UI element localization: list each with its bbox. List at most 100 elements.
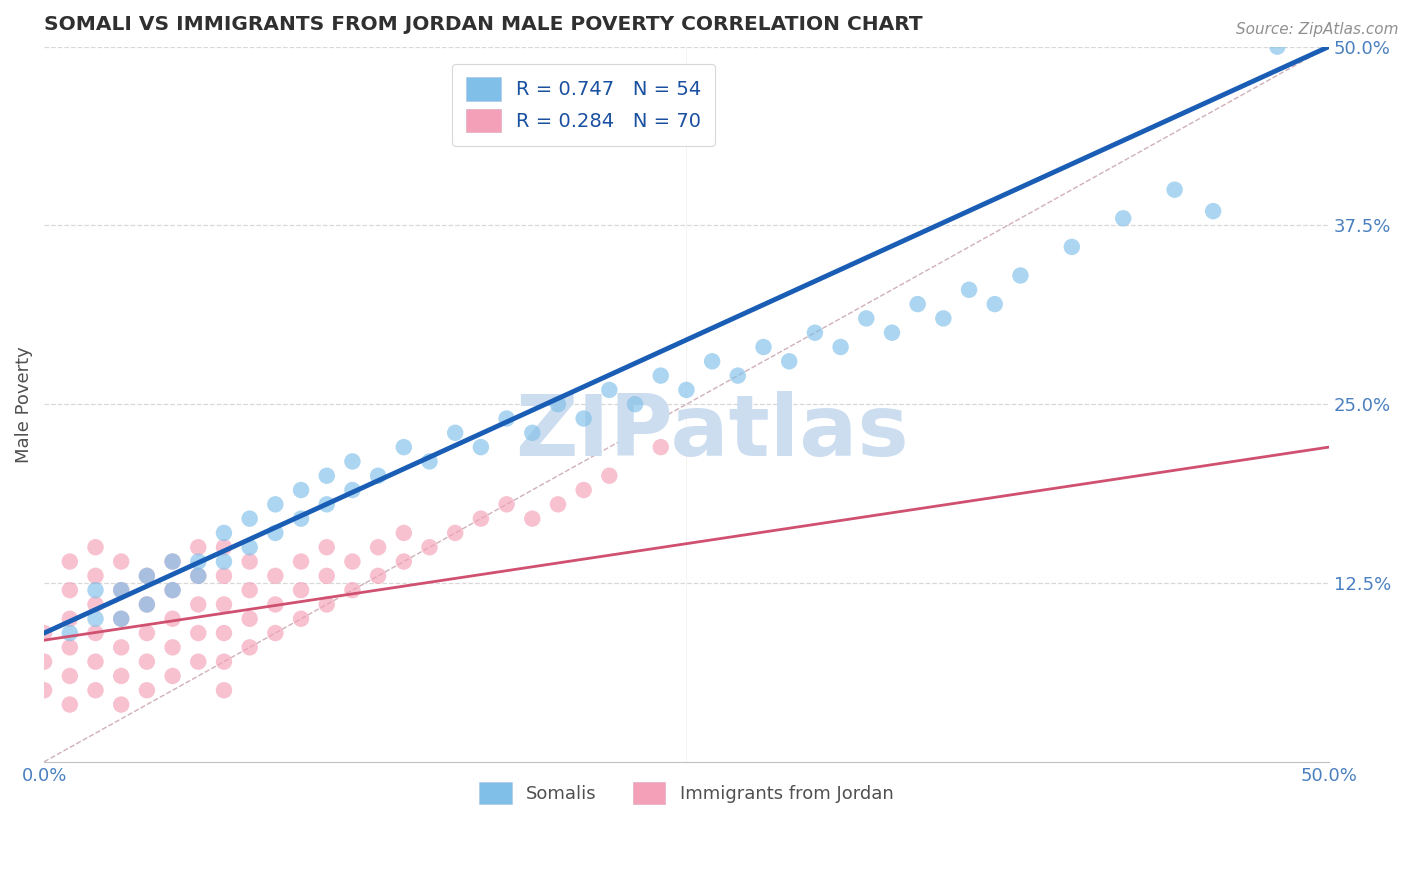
Point <box>470 511 492 525</box>
Point <box>392 440 415 454</box>
Point <box>59 583 82 598</box>
Point <box>264 497 287 511</box>
Point <box>1202 204 1225 219</box>
Point <box>32 683 55 698</box>
Point <box>522 511 544 525</box>
Point <box>367 468 389 483</box>
Point <box>162 555 184 569</box>
Point <box>239 612 262 626</box>
Point <box>342 483 364 497</box>
Point <box>547 397 569 411</box>
Point <box>1060 240 1083 254</box>
Point <box>110 698 132 712</box>
Point <box>84 598 107 612</box>
Point <box>84 626 107 640</box>
Point <box>547 497 569 511</box>
Point <box>264 525 287 540</box>
Point <box>342 555 364 569</box>
Point <box>187 655 209 669</box>
Point <box>315 569 337 583</box>
Y-axis label: Male Poverty: Male Poverty <box>15 346 32 463</box>
Point <box>59 640 82 655</box>
Point <box>830 340 852 354</box>
Point <box>162 612 184 626</box>
Point <box>59 698 82 712</box>
Point <box>84 612 107 626</box>
Point <box>522 425 544 440</box>
Point <box>1010 268 1032 283</box>
Point <box>187 540 209 554</box>
Legend: Somalis, Immigrants from Jordan: Somalis, Immigrants from Jordan <box>467 770 907 817</box>
Point <box>162 555 184 569</box>
Point <box>239 555 262 569</box>
Point <box>624 397 647 411</box>
Point <box>290 511 312 525</box>
Point <box>804 326 827 340</box>
Point <box>239 511 262 525</box>
Point <box>290 483 312 497</box>
Point <box>135 626 157 640</box>
Point <box>212 540 235 554</box>
Point <box>932 311 955 326</box>
Text: Source: ZipAtlas.com: Source: ZipAtlas.com <box>1236 22 1399 37</box>
Point <box>650 368 672 383</box>
Point <box>778 354 800 368</box>
Point <box>392 525 415 540</box>
Point <box>1267 39 1289 54</box>
Text: SOMALI VS IMMIGRANTS FROM JORDAN MALE POVERTY CORRELATION CHART: SOMALI VS IMMIGRANTS FROM JORDAN MALE PO… <box>44 15 922 34</box>
Point <box>212 555 235 569</box>
Point <box>290 612 312 626</box>
Point <box>84 683 107 698</box>
Point <box>212 683 235 698</box>
Point <box>572 483 595 497</box>
Point <box>110 640 132 655</box>
Point <box>418 454 440 468</box>
Point <box>84 655 107 669</box>
Point <box>187 569 209 583</box>
Point <box>110 612 132 626</box>
Point <box>342 583 364 598</box>
Point <box>650 440 672 454</box>
Point <box>264 569 287 583</box>
Point <box>315 540 337 554</box>
Text: ZIPatlas: ZIPatlas <box>515 392 910 475</box>
Point <box>212 598 235 612</box>
Point <box>162 640 184 655</box>
Point <box>855 311 877 326</box>
Point <box>907 297 929 311</box>
Point <box>212 525 235 540</box>
Point <box>752 340 775 354</box>
Point <box>110 555 132 569</box>
Point <box>418 540 440 554</box>
Point <box>187 569 209 583</box>
Point <box>880 326 903 340</box>
Point <box>187 598 209 612</box>
Point <box>187 555 209 569</box>
Point <box>212 626 235 640</box>
Point <box>32 626 55 640</box>
Point <box>264 598 287 612</box>
Point <box>727 368 749 383</box>
Point <box>572 411 595 425</box>
Point <box>162 669 184 683</box>
Point <box>239 640 262 655</box>
Point <box>470 440 492 454</box>
Point <box>84 569 107 583</box>
Point <box>32 655 55 669</box>
Point <box>84 583 107 598</box>
Point <box>212 569 235 583</box>
Point <box>239 583 262 598</box>
Point <box>135 598 157 612</box>
Point <box>315 497 337 511</box>
Point <box>315 468 337 483</box>
Point <box>367 540 389 554</box>
Point <box>495 497 517 511</box>
Point <box>59 626 82 640</box>
Point <box>59 555 82 569</box>
Point <box>110 669 132 683</box>
Point <box>444 425 467 440</box>
Point <box>135 598 157 612</box>
Point <box>162 583 184 598</box>
Point <box>110 612 132 626</box>
Point <box>239 540 262 554</box>
